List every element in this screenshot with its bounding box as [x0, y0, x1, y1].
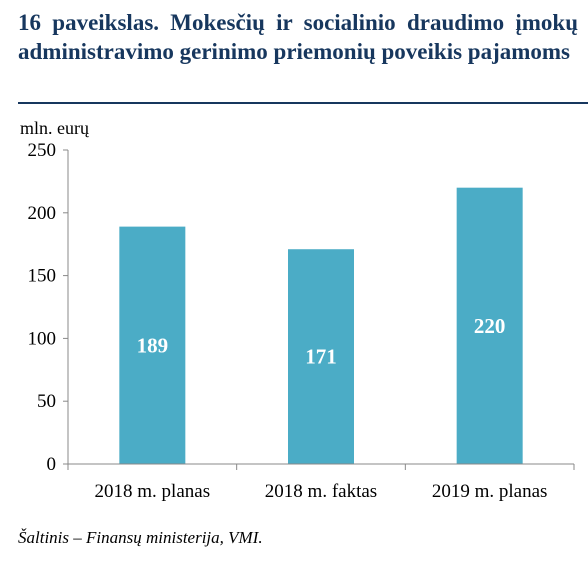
y-tick-label: 0 [47, 454, 57, 475]
y-tick-label: 200 [28, 203, 57, 224]
y-tick-label: 250 [28, 140, 57, 161]
bar-chart: mln. eurų 0 50 100 150 200 250 189 171 220 2018… [20, 118, 575, 502]
x-category-label: 2018 m. faktas [265, 481, 377, 502]
bar-value-label: 220 [474, 314, 506, 338]
bar [456, 187, 523, 464]
y-tick-label: 50 [37, 391, 56, 412]
y-tick-label: 100 [28, 328, 57, 349]
title-underline [18, 102, 588, 104]
y-tick-label: 150 [28, 266, 57, 287]
y-axis-unit-label: mln. eurų [20, 118, 90, 138]
source-note: Šaltinis – Finansų ministerija, VMI. [18, 528, 263, 547]
bar [288, 249, 354, 464]
x-category-label: 2019 m. planas [432, 481, 548, 502]
x-category-label: 2018 m. planas [95, 481, 211, 502]
bar-value-label: 171 [305, 345, 337, 369]
chart-title: 16 paveikslas. Mokesčių ir socialinio dr… [18, 10, 578, 64]
bar [119, 226, 186, 464]
bar-value-label: 189 [137, 333, 169, 357]
